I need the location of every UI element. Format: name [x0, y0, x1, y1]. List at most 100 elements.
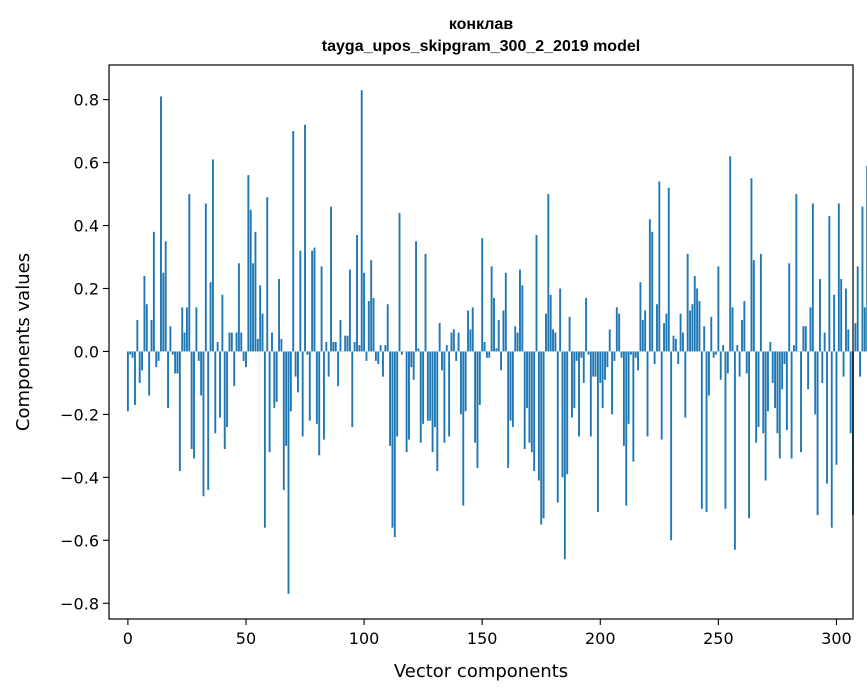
bar [523, 351, 526, 450]
bar [710, 316, 713, 352]
y-axis-ticks: −0.8 −0.6 −0.4 −0.2 0.0 0.2 0.4 0.6 0.8 [60, 91, 109, 613]
bar [313, 247, 316, 352]
bar [613, 351, 616, 361]
bar [148, 351, 151, 396]
bar [320, 266, 323, 352]
bar [275, 351, 278, 402]
bar [426, 351, 429, 421]
bar [289, 351, 292, 412]
bar [566, 351, 569, 475]
bar [325, 342, 328, 352]
bar [143, 275, 146, 352]
bar [705, 351, 708, 512]
bar [696, 288, 699, 352]
bar [604, 351, 606, 380]
bar [653, 351, 656, 365]
bar [736, 345, 739, 352]
bar [814, 351, 817, 415]
bar [859, 351, 862, 377]
bar [467, 310, 469, 352]
bar [266, 197, 269, 352]
bar [530, 351, 533, 453]
bar [689, 310, 691, 352]
bar [556, 351, 559, 503]
bar [648, 219, 651, 352]
bar [663, 323, 665, 352]
bar [400, 351, 403, 355]
x-tick-label: 200 [585, 629, 616, 648]
bar [138, 351, 141, 383]
bar [495, 348, 498, 352]
bar [431, 351, 434, 453]
bar [533, 351, 536, 472]
bar [261, 313, 264, 352]
bar [750, 178, 753, 352]
bar [193, 351, 195, 459]
bar [599, 351, 602, 383]
bar [377, 351, 380, 365]
bar [802, 326, 805, 352]
bar [391, 351, 394, 528]
bar [278, 279, 280, 352]
bar [348, 269, 351, 352]
bar [219, 351, 221, 418]
bar [698, 301, 701, 352]
bar [259, 285, 262, 352]
bar [672, 335, 675, 352]
y-tick-label: 0.0 [74, 342, 99, 361]
bar [833, 294, 836, 352]
x-tick-label: 50 [236, 629, 256, 648]
bar [164, 241, 167, 352]
bar [840, 279, 843, 352]
bar [469, 329, 472, 352]
bar [670, 351, 673, 541]
bar [363, 272, 366, 352]
bar [585, 297, 588, 352]
bar [417, 348, 420, 352]
bar [223, 351, 226, 450]
bar [549, 294, 552, 352]
bar [242, 351, 245, 361]
bar [641, 319, 644, 352]
bar [559, 288, 562, 352]
bar [197, 351, 200, 361]
bar [809, 307, 812, 352]
bar [637, 351, 640, 371]
bar [488, 351, 491, 358]
bar [176, 351, 179, 374]
bar [573, 351, 576, 409]
bar [237, 263, 240, 352]
bar [835, 351, 838, 465]
bar [245, 351, 247, 368]
bar [230, 332, 233, 352]
bar [292, 131, 295, 352]
bar [580, 351, 583, 358]
bar [785, 351, 788, 431]
bar [528, 351, 531, 443]
bar [516, 332, 519, 352]
bar [415, 241, 417, 352]
bar [398, 212, 401, 352]
bar [837, 203, 840, 352]
bar [367, 301, 370, 352]
bar [767, 351, 769, 412]
bar [445, 345, 448, 352]
x-axis-label: Vector components [394, 661, 568, 682]
bar [849, 351, 852, 434]
bar [568, 316, 571, 352]
bar [717, 266, 720, 352]
bar [221, 294, 224, 352]
bar [552, 329, 554, 352]
bar [679, 313, 682, 352]
bar [790, 351, 793, 459]
bar [145, 304, 148, 352]
bar [863, 307, 866, 352]
bar [693, 275, 696, 352]
bar [287, 351, 290, 594]
bar [606, 351, 609, 368]
bar [729, 156, 732, 352]
bar [625, 351, 628, 506]
bar [318, 351, 321, 456]
bar [360, 90, 363, 352]
x-tick-label: 300 [821, 629, 852, 648]
